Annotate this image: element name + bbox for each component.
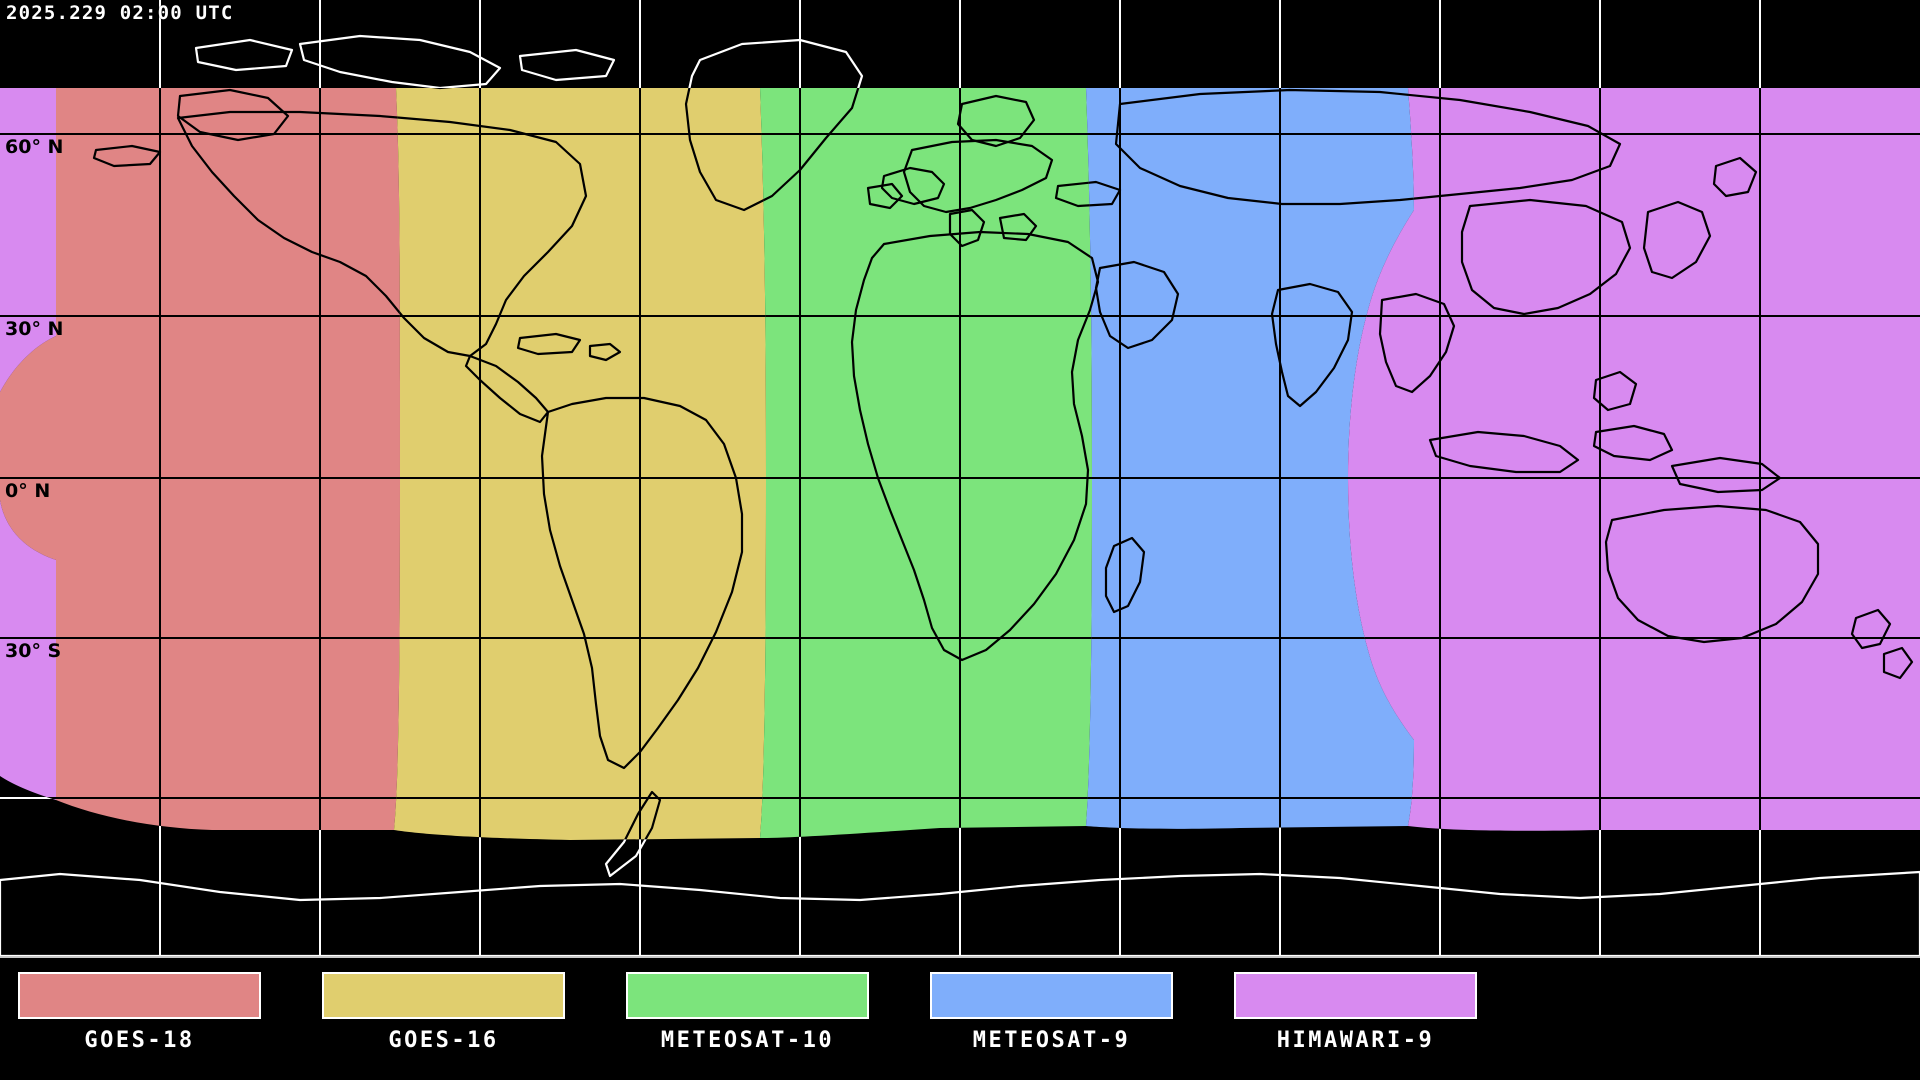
- latitude-label-60n: 60° N: [5, 136, 64, 158]
- graticule-over-coverage: [0, 0, 1920, 956]
- timestamp-label: 2025.229 02:00 UTC: [6, 2, 234, 24]
- coverage-band-goes-18: [0, 88, 400, 830]
- legend-label-himawari-9: HIMAWARI-9: [1276, 1028, 1435, 1053]
- latitude-label-30n: 30° N: [5, 318, 64, 340]
- satellite-legend: GOES-18 GOES-16 METEOSAT-10 METEOSAT-9 H…: [0, 958, 1920, 1080]
- latitude-label-60s: 60° S: [5, 800, 62, 822]
- latitude-label-30s: 30° S: [5, 640, 62, 662]
- legend-item-meteosat-9[interactable]: METEOSAT-9: [930, 972, 1173, 1053]
- coverage-band-goes-16: [394, 88, 766, 840]
- legend-item-goes-18[interactable]: GOES-18: [18, 972, 261, 1053]
- legend-label-goes-18: GOES-18: [84, 1028, 195, 1053]
- legend-swatch-himawari-9: [1234, 972, 1477, 1019]
- legend-item-goes-16[interactable]: GOES-16: [322, 972, 565, 1053]
- legend-swatch-meteosat-10: [626, 972, 869, 1019]
- latitude-label-0n: 0° N: [5, 480, 51, 502]
- legend-swatch-meteosat-9: [930, 972, 1173, 1019]
- legend-swatch-goes-16: [322, 972, 565, 1019]
- legend-label-meteosat-9: METEOSAT-9: [972, 1028, 1131, 1053]
- coverage-band-himawari-9: [1348, 88, 1920, 831]
- map-panel: 2025.229 02:00 UTC 60° N 30° N 0° N 30° …: [0, 0, 1920, 958]
- legend-label-meteosat-10: METEOSAT-10: [660, 1028, 835, 1053]
- legend-item-meteosat-10[interactable]: METEOSAT-10: [626, 972, 869, 1053]
- legend-item-himawari-9[interactable]: HIMAWARI-9: [1234, 972, 1477, 1053]
- world-coverage-map: [0, 0, 1920, 956]
- legend-label-goes-16: GOES-16: [388, 1028, 499, 1053]
- legend-swatch-goes-18: [18, 972, 261, 1019]
